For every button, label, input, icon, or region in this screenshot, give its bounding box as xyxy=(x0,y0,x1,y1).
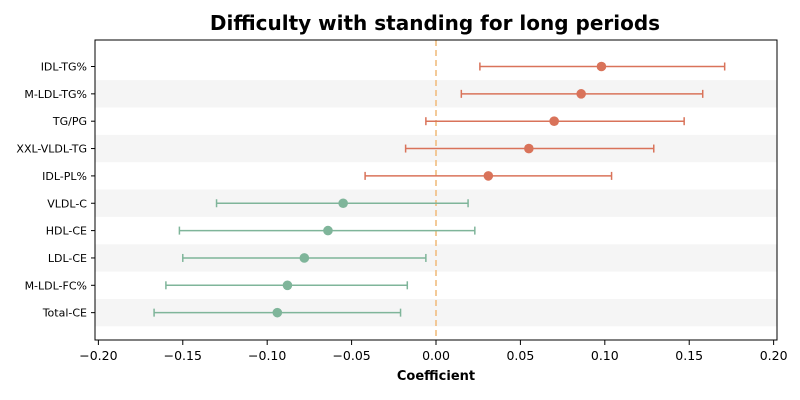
point-estimate xyxy=(576,89,586,99)
x-tick-label: −0.15 xyxy=(164,348,202,363)
y-tick-label: VLDL-C xyxy=(47,197,87,210)
point-estimate xyxy=(299,253,310,263)
x-tick-label: −0.05 xyxy=(332,348,370,363)
x-tick-label: −0.10 xyxy=(248,348,286,363)
y-tick-label: XXL-VLDL-TG xyxy=(16,143,87,156)
y-tick-label: TG/PG xyxy=(52,115,87,128)
point-estimates xyxy=(272,61,607,318)
x-tick-label: 0.10 xyxy=(591,348,619,363)
point-estimate xyxy=(282,280,293,291)
point-estimate xyxy=(338,198,348,209)
y-tick-label: Total-CE xyxy=(42,307,87,320)
chart-title: Difficulty with standing for long period… xyxy=(210,11,660,35)
y-tick-label: M-LDL-TG% xyxy=(24,88,87,101)
y-tick-label: IDL-PL% xyxy=(42,170,87,183)
y-tick-label: IDL-TG% xyxy=(41,61,87,74)
x-tick-label: 0.00 xyxy=(422,348,450,363)
y-axis-ticks: IDL-TG% M-LDL-TG% TG/PG XXL-VLDL-TG IDL-PL% V… xyxy=(16,61,95,320)
y-tick-label: HDL-CE xyxy=(46,225,87,238)
point-estimate xyxy=(272,307,283,318)
point-estimate xyxy=(483,171,494,181)
point-estimate xyxy=(524,143,534,154)
point-estimate xyxy=(323,225,333,236)
x-axis-label: Coefficient xyxy=(397,369,475,384)
x-tick-label: −0.20 xyxy=(79,348,117,363)
y-tick-label: M-LDL-FC% xyxy=(25,279,87,292)
y-tick-label: LDL-CE xyxy=(48,252,87,265)
x-axis-ticks: −0.20 −0.15 −0.10 −0.05 0.00 0.05 0.10 0.15 0.20 xyxy=(79,340,788,363)
x-tick-label: 0.15 xyxy=(675,348,703,363)
x-tick-label: 0.20 xyxy=(760,348,788,363)
point-estimate xyxy=(596,61,607,72)
point-estimate xyxy=(549,116,559,126)
x-tick-label: 0.05 xyxy=(506,348,534,363)
